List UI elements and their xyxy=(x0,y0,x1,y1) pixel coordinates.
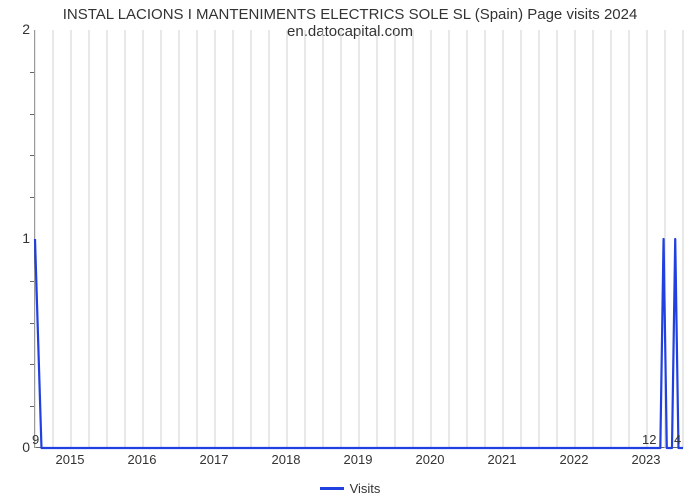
chart-svg xyxy=(35,30,682,447)
x-tick-label: 2015 xyxy=(56,452,85,467)
legend: Visits xyxy=(0,477,700,496)
y-minor-tick xyxy=(30,155,34,156)
x-tick-label: 2022 xyxy=(560,452,589,467)
gridlines xyxy=(35,30,683,448)
x-tick-label: 2019 xyxy=(344,452,373,467)
pad-label-right-a: 12 xyxy=(642,432,656,447)
y-minor-tick xyxy=(30,406,34,407)
y-minor-tick xyxy=(30,281,34,282)
y-minor-tick xyxy=(30,323,34,324)
x-tick-label: 2020 xyxy=(416,452,445,467)
y-minor-tick xyxy=(30,197,34,198)
y-minor-tick xyxy=(30,364,34,365)
plot-area xyxy=(34,30,682,448)
y-minor-tick xyxy=(30,72,34,73)
x-tick-label: 2016 xyxy=(128,452,157,467)
y-tick-label: 2 xyxy=(4,21,30,37)
pad-label-right-b: 4 xyxy=(674,432,681,447)
x-tick-label: 2021 xyxy=(488,452,517,467)
y-tick-label: 0 xyxy=(4,439,30,455)
y-tick-label: 1 xyxy=(4,230,30,246)
x-tick-label: 2023 xyxy=(632,452,661,467)
legend-item-visits: Visits xyxy=(320,481,381,496)
x-tick-label: 2017 xyxy=(200,452,229,467)
y-minor-tick xyxy=(30,114,34,115)
legend-swatch xyxy=(320,487,344,490)
legend-label: Visits xyxy=(350,481,381,496)
x-tick-label: 2018 xyxy=(272,452,301,467)
pad-label-left: 9 xyxy=(32,432,39,447)
chart-container: INSTAL LACIONS I MANTENIMENTS ELECTRICS … xyxy=(0,0,700,500)
